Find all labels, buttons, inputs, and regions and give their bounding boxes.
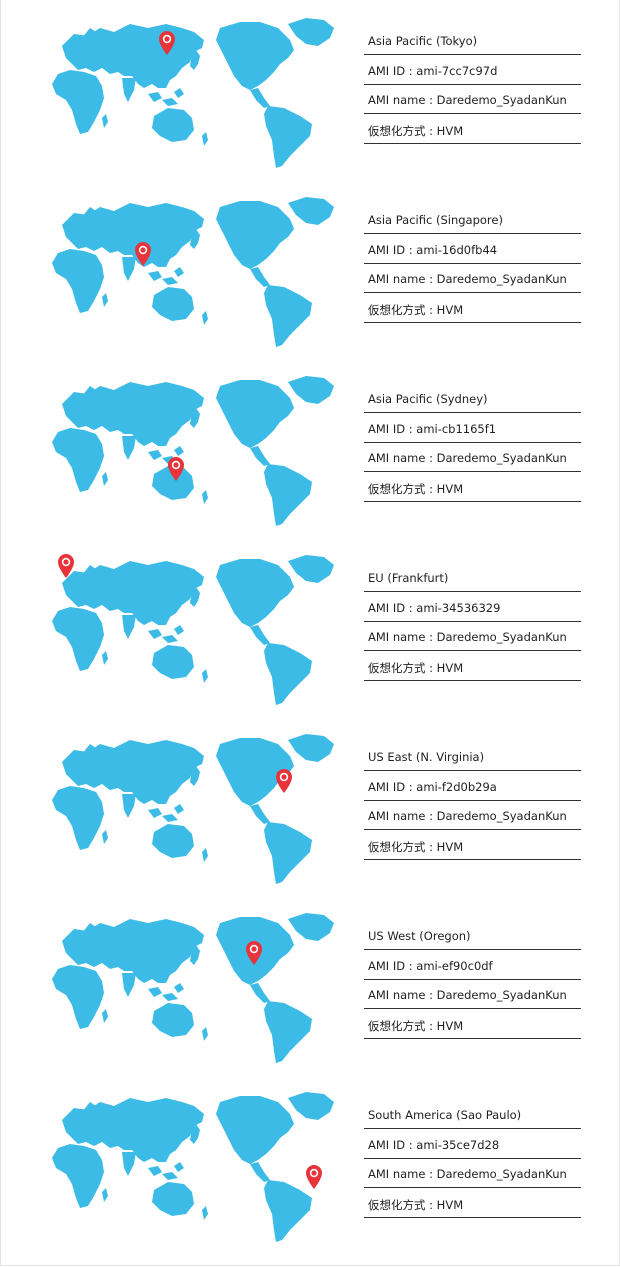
ami-id: AMI ID : ami-34536329 (364, 595, 581, 622)
location-pin-icon (274, 768, 294, 794)
ami-name: AMI name : Daredemo_SyadanKun (364, 266, 581, 293)
region-info: Asia Pacific (Singapore) AMI ID : ami-16… (364, 207, 581, 325)
location-pin-icon (304, 1164, 324, 1190)
ami-name: AMI name : Daredemo_SyadanKun (364, 803, 581, 830)
region-title: Asia Pacific (Tokyo) (364, 28, 581, 55)
world-map (44, 551, 340, 711)
world-map (44, 14, 340, 174)
location-pin-icon (56, 553, 76, 579)
location-pin-icon (157, 30, 177, 56)
ami-name: AMI name : Daredemo_SyadanKun (364, 1161, 581, 1188)
region-title: US East (N. Virginia) (364, 744, 581, 771)
region-title: US West (Oregon) (364, 923, 581, 950)
ami-id: AMI ID : ami-ef90c0df (364, 953, 581, 980)
virtualization-type: 仮想化方式 : HVM (364, 117, 581, 144)
virtualization-type: 仮想化方式 : HVM (364, 1012, 581, 1039)
region-info: Asia Pacific (Tokyo) AMI ID : ami-7cc7c9… (364, 28, 581, 146)
ami-id: AMI ID : ami-f2d0b29a (364, 774, 581, 801)
world-map (44, 1088, 340, 1248)
virtualization-type: 仮想化方式 : HVM (364, 833, 581, 860)
region-block: South America (Sao Paulo) AMI ID : ami-3… (0, 1088, 620, 1248)
ami-id: AMI ID : ami-7cc7c97d (364, 58, 581, 85)
region-title: Asia Pacific (Sydney) (364, 386, 581, 413)
world-map (44, 193, 340, 353)
region-info: Asia Pacific (Sydney) AMI ID : ami-cb116… (364, 386, 581, 504)
world-map (44, 372, 340, 532)
ami-name: AMI name : Daredemo_SyadanKun (364, 982, 581, 1009)
world-map (44, 730, 340, 890)
region-block: Asia Pacific (Singapore) AMI ID : ami-16… (0, 193, 620, 353)
ami-id: AMI ID : ami-35ce7d28 (364, 1132, 581, 1159)
location-pin-icon (244, 940, 264, 966)
region-info: US West (Oregon) AMI ID : ami-ef90c0df A… (364, 923, 581, 1041)
region-title: EU (Frankfurt) (364, 565, 581, 592)
ami-name: AMI name : Daredemo_SyadanKun (364, 445, 581, 472)
virtualization-type: 仮想化方式 : HVM (364, 296, 581, 323)
world-map (44, 909, 340, 1069)
ami-name: AMI name : Daredemo_SyadanKun (364, 624, 581, 651)
region-block: US East (N. Virginia) AMI ID : ami-f2d0b… (0, 730, 620, 890)
region-title: Asia Pacific (Singapore) (364, 207, 581, 234)
location-pin-icon (166, 456, 186, 482)
location-pin-icon (133, 241, 153, 267)
region-info: US East (N. Virginia) AMI ID : ami-f2d0b… (364, 744, 581, 862)
region-info: EU (Frankfurt) AMI ID : ami-34536329 AMI… (364, 565, 581, 683)
virtualization-type: 仮想化方式 : HVM (364, 475, 581, 502)
region-block: Asia Pacific (Tokyo) AMI ID : ami-7cc7c9… (0, 14, 620, 174)
ami-id: AMI ID : ami-cb1165f1 (364, 416, 581, 443)
region-info: South America (Sao Paulo) AMI ID : ami-3… (364, 1102, 581, 1220)
ami-id: AMI ID : ami-16d0fb44 (364, 237, 581, 264)
ami-name: AMI name : Daredemo_SyadanKun (364, 87, 581, 114)
region-title: South America (Sao Paulo) (364, 1102, 581, 1129)
region-block: EU (Frankfurt) AMI ID : ami-34536329 AMI… (0, 551, 620, 711)
region-block: US West (Oregon) AMI ID : ami-ef90c0df A… (0, 909, 620, 1069)
virtualization-type: 仮想化方式 : HVM (364, 654, 581, 681)
virtualization-type: 仮想化方式 : HVM (364, 1191, 581, 1218)
region-block: Asia Pacific (Sydney) AMI ID : ami-cb116… (0, 372, 620, 532)
